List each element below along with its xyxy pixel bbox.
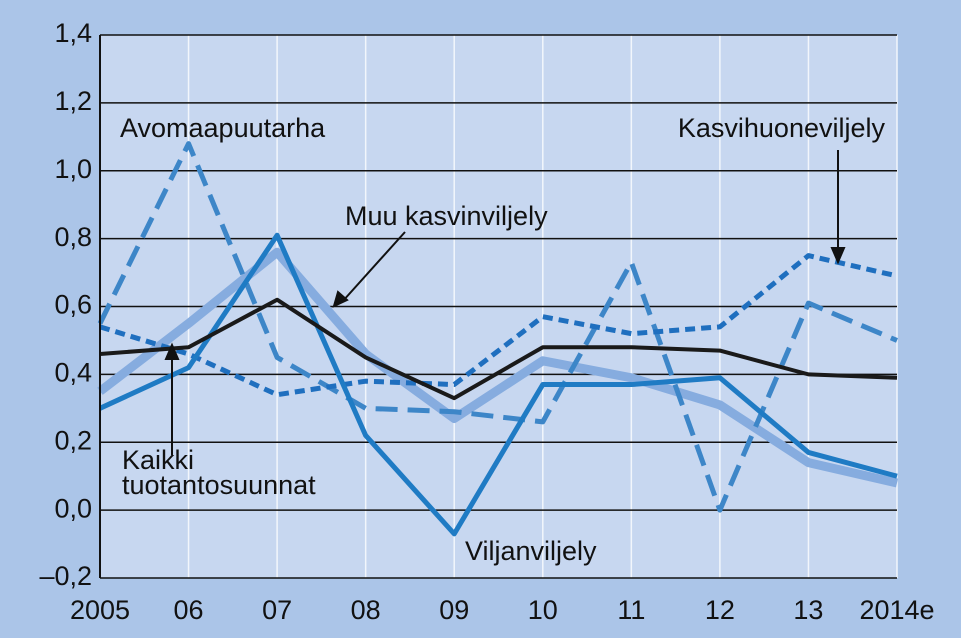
x-tick-label: 13 (793, 595, 823, 625)
annotation: Viljanviljely (465, 536, 597, 566)
annotation: Kasvihuoneviljely (678, 113, 886, 143)
series-line (99, 253, 898, 398)
arrow (341, 231, 406, 303)
y-tick-label: –0,2 (39, 561, 92, 591)
arrow-head (830, 247, 846, 265)
arrow-head (164, 342, 180, 360)
y-tick-label: 0,4 (54, 358, 92, 388)
y-tick-label: 0,0 (54, 493, 92, 523)
y-tick-label: 0,6 (54, 290, 92, 320)
x-tick-label: 08 (351, 595, 381, 625)
x-tick-label: 09 (439, 595, 469, 625)
x-tick-label: 06 (174, 595, 204, 625)
annotation: Avomaapuutarha (120, 113, 326, 143)
x-tick-label: 12 (705, 595, 735, 625)
series-line (98, 232, 898, 537)
y-tick-label: 1,2 (54, 86, 92, 116)
series-line (97, 247, 899, 488)
x-tick-label: 2014e (859, 595, 934, 625)
y-tick-label: 1,0 (54, 154, 92, 184)
series-line (99, 297, 898, 401)
annotation: Muu kasvinviljely (345, 201, 548, 231)
arrow-head (332, 290, 349, 308)
x-tick-label: 07 (262, 595, 292, 625)
arrows (164, 150, 846, 455)
y-tick-label: 0,2 (54, 425, 92, 455)
x-tick-label: 11 (617, 595, 645, 625)
annotation: Kaikki tuotantosuunnat (122, 445, 316, 500)
series-line (97, 141, 898, 513)
x-tick-label: 10 (528, 595, 558, 625)
y-tick-label: 1,4 (54, 18, 92, 48)
y-tick-label: 0,8 (54, 222, 92, 252)
x-tick-label: 2005 (70, 595, 130, 625)
